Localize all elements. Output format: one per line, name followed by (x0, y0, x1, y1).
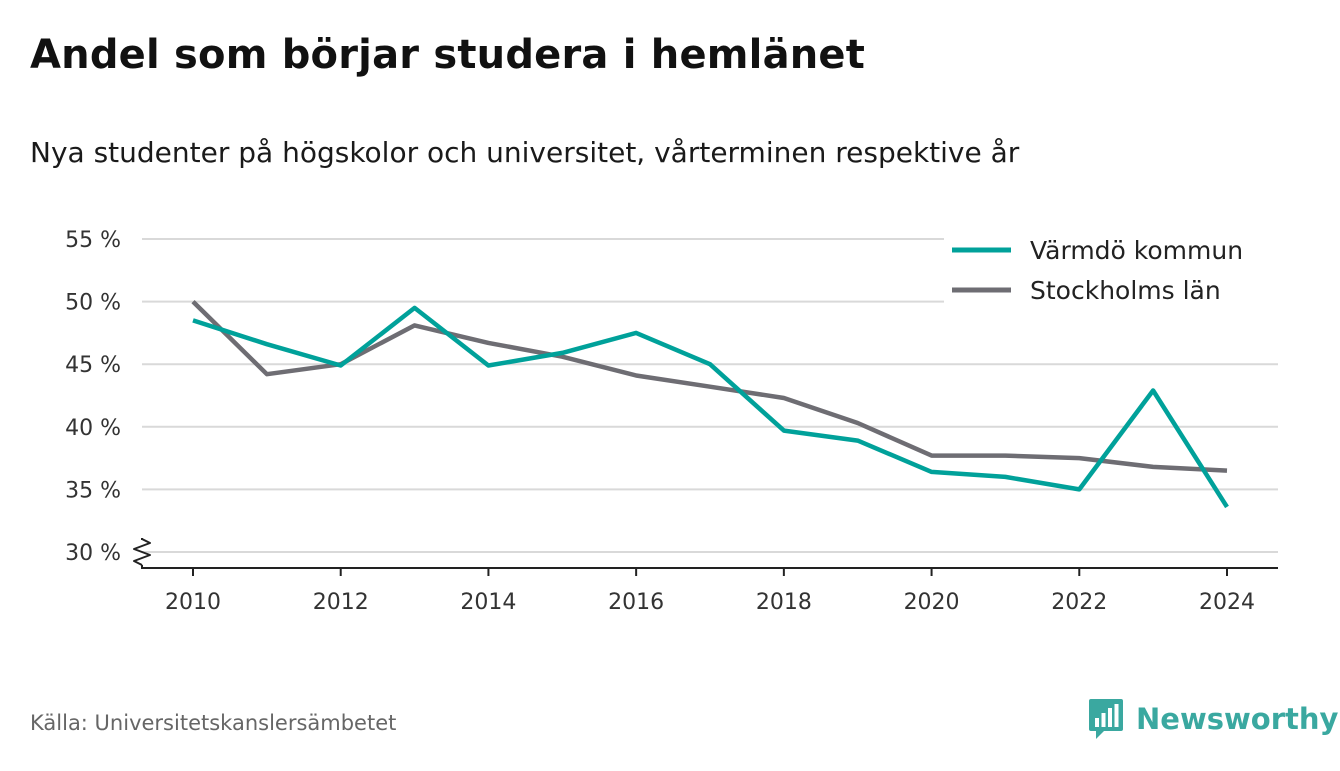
legend-background (944, 229, 1280, 309)
brand-logo: Newsworthy (1088, 697, 1338, 741)
legend-label: Stockholms län (1030, 276, 1221, 305)
brand-name: Newsworthy (1136, 702, 1339, 736)
y-tick-label: 55 % (65, 228, 121, 253)
legend: Värmdö kommun Stockholms län (944, 229, 1280, 309)
x-tick-label: 2024 (1199, 590, 1255, 615)
x-tick-label: 2016 (608, 590, 664, 615)
chart-subtitle: Nya studenter på högskolor och universit… (30, 136, 1020, 169)
series-line-varmdo (192, 305, 1229, 509)
axis-break-symbol (133, 538, 151, 566)
y-tick-label: 40 % (65, 416, 121, 441)
source-note: Källa: Universitetskanslersämbetet (30, 711, 397, 735)
legend-label: Värmdö kommun (1030, 236, 1243, 265)
x-axis: 2010 2012 2014 2016 2018 2020 2022 2024 (142, 567, 1278, 615)
newsworthy-logo-icon (1089, 699, 1123, 739)
series-lines (191, 299, 1229, 509)
chart-title: Andel som börjar studera i hemlänet (30, 32, 866, 78)
x-tick-label: 2010 (165, 590, 221, 615)
y-tick-label: 45 % (65, 353, 121, 378)
line-chart: 30 %35 %40 %45 %50 %55 % 2010 2012 2014 201… (65, 228, 1280, 615)
x-tick-label: 2014 (460, 590, 516, 615)
y-axis: 30 % 35 % 40 % 45 % 50 % 55 % (65, 228, 151, 569)
series-line-stockholm (191, 299, 1228, 473)
y-tick-label: 50 % (65, 291, 121, 316)
x-tick-label: 2018 (756, 590, 812, 615)
y-tick-label: 35 % (65, 478, 121, 503)
x-tick-label: 2022 (1051, 590, 1107, 615)
x-tick-label: 2020 (904, 590, 960, 615)
y-tick-label: 30 % (65, 541, 121, 566)
x-tick-label: 2012 (313, 590, 369, 615)
